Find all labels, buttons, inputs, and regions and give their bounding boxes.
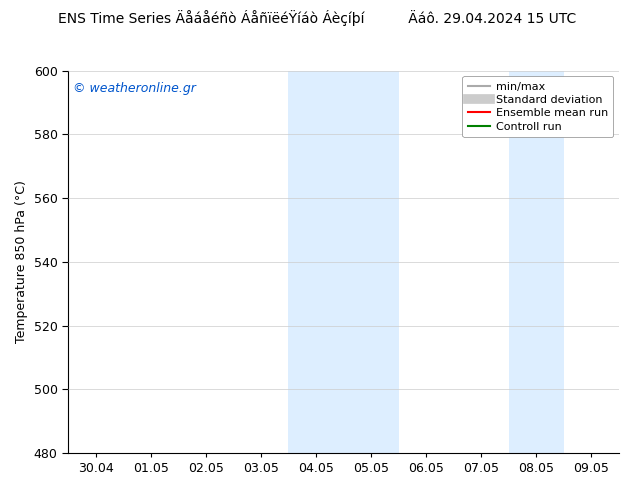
Bar <box>288 71 399 453</box>
Y-axis label: Temperature 850 hPa (°C): Temperature 850 hPa (°C) <box>15 180 28 343</box>
Text: © weatheronline.gr: © weatheronline.gr <box>74 82 197 95</box>
Text: ENS Time Series Äåáåéñò ÁåñïëéŸíáò Áèçíþí          Äáô. 29.04.2024 15 UTC: ENS Time Series Äåáåéñò ÁåñïëéŸíáò Áèçíþ… <box>58 10 576 26</box>
Legend: min/max, Standard deviation, Ensemble mean run, Controll run: min/max, Standard deviation, Ensemble me… <box>462 76 614 137</box>
Bar <box>509 71 564 453</box>
